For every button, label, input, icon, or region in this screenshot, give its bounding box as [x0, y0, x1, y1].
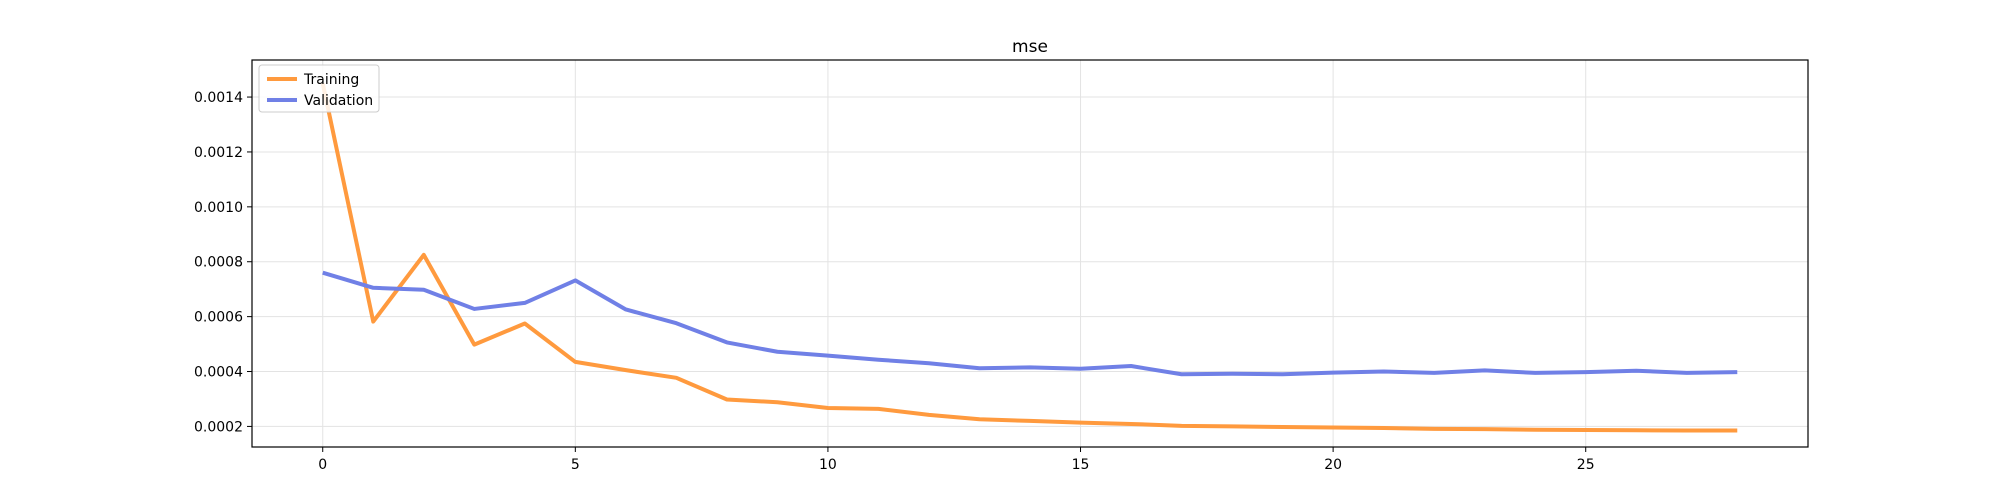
- series-line-training: [320, 82, 1738, 433]
- x-tick-label: 0: [318, 457, 327, 473]
- plot-frame: [251, 59, 1809, 448]
- legend-label: Training: [303, 72, 359, 88]
- series-line-validation: [322, 270, 1738, 377]
- lines-layer: [320, 82, 1738, 433]
- grid-layer: [252, 60, 1808, 447]
- legend-label: Validation: [304, 93, 373, 109]
- y-tick-label: 0.0004: [194, 365, 243, 381]
- y-tick-label: 0.0002: [194, 419, 243, 435]
- y-tick-label: 0.0010: [194, 200, 243, 216]
- ticks-layer: 0 5 10 15 20 25 0.0002 0.0004 0.0006 0.0008 0.0010…: [194, 90, 1595, 473]
- x-tick-label: 15: [1072, 457, 1090, 473]
- x-tick-label: 10: [819, 457, 837, 473]
- y-tick-label: 0.0008: [194, 255, 243, 271]
- chart-title: mse: [1012, 37, 1048, 57]
- y-tick-label: 0.0006: [194, 310, 243, 326]
- y-tick-label: 0.0012: [194, 145, 243, 161]
- x-tick-label: 25: [1577, 457, 1595, 473]
- y-tick-label: 0.0014: [194, 90, 243, 106]
- x-tick-label: 5: [571, 457, 580, 473]
- x-tick-label: 20: [1324, 457, 1342, 473]
- legend: Training Validation: [258, 64, 380, 113]
